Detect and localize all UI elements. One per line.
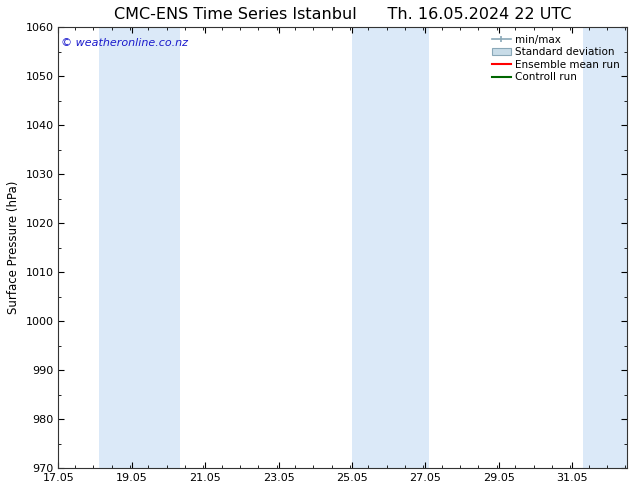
Title: CMC-ENS Time Series Istanbul      Th. 16.05.2024 22 UTC: CMC-ENS Time Series Istanbul Th. 16.05.2…: [114, 7, 571, 22]
Bar: [583, 27, 627, 468]
Bar: [352, 27, 392, 468]
Y-axis label: Surface Pressure (hPa): Surface Pressure (hPa): [7, 181, 20, 315]
Bar: [392, 27, 429, 468]
Bar: [99, 27, 136, 468]
Legend: min/max, Standard deviation, Ensemble mean run, Controll run: min/max, Standard deviation, Ensemble me…: [490, 32, 622, 84]
Text: © weatheronline.co.nz: © weatheronline.co.nz: [61, 38, 188, 49]
Bar: [136, 27, 179, 468]
